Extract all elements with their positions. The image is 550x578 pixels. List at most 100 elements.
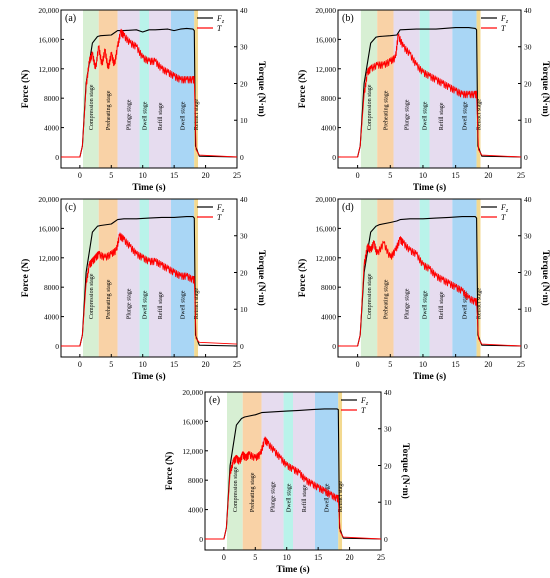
- x-tick-label: 0: [356, 171, 360, 180]
- x-tick-label: 15: [452, 171, 460, 180]
- stage-band: [149, 199, 171, 357]
- x-axis-label: Time (s): [132, 371, 165, 382]
- legend-label-torque: T: [217, 24, 222, 33]
- legend-label-torque: T: [501, 24, 506, 33]
- stage-band: [227, 392, 243, 550]
- x-tick-label: 0: [356, 360, 360, 369]
- legend-label-subscript: z: [505, 19, 509, 25]
- x-tick-label: 15: [452, 360, 460, 369]
- force-line: [338, 216, 522, 347]
- stage-label: Retract stage: [477, 288, 483, 319]
- stage-band: [98, 199, 118, 357]
- stage-band: [393, 199, 420, 357]
- y2-axis-label: Torque (N·m): [400, 443, 411, 499]
- legend-label-subscript: z: [221, 19, 225, 25]
- stage-label: Retract stage: [338, 481, 344, 512]
- y-axis-label: Force (N): [20, 70, 31, 109]
- stage-label: Preheating stage: [106, 279, 112, 319]
- chart-panel-e: Compression stage Preheating stage Plunge …: [164, 388, 411, 575]
- stage-label: Retract stage: [194, 288, 200, 319]
- stage-band: [377, 199, 394, 357]
- legend-label-subscript: z: [221, 208, 225, 214]
- stage-band: [360, 10, 378, 168]
- stage-band: [98, 10, 118, 168]
- y2-tick-label: 30: [384, 425, 392, 434]
- force-line: [61, 216, 238, 347]
- stage-label: Refill stage: [438, 291, 445, 319]
- stage-label: Plunge stage: [127, 99, 133, 130]
- stage-label: Dwell stage: [423, 290, 429, 319]
- y2-tick-label: 30: [524, 43, 532, 52]
- x-tick-label: 5: [388, 171, 392, 180]
- torque-line: [61, 232, 238, 347]
- panel-label: (b): [342, 13, 354, 24]
- stage-label: Preheating stage: [383, 279, 389, 319]
- y2-axis-label: Torque (N·m): [256, 250, 267, 306]
- x-tick-label: 10: [419, 360, 427, 369]
- y-tick-label: 20,000: [182, 388, 203, 397]
- x-tick-label: 20: [202, 171, 210, 180]
- stage-band: [429, 10, 453, 168]
- y-axis-label: Force (N): [297, 259, 308, 298]
- y2-tick-label: 0: [240, 342, 244, 351]
- stage-band: [360, 199, 378, 357]
- legend-label-force: Fz: [360, 396, 369, 407]
- y2-tick-label: 40: [240, 6, 248, 15]
- y-tick-label: 4000: [321, 313, 336, 322]
- stage-band: [261, 392, 284, 550]
- y2-tick-label: 0: [524, 153, 528, 162]
- torque-line: [338, 236, 522, 347]
- x-tick-label: 10: [419, 171, 427, 180]
- legend-label-subscript: z: [505, 208, 509, 214]
- y-tick-label: 8000: [321, 94, 336, 103]
- legend-label-subscript: z: [365, 401, 369, 407]
- legend-label-force: Fz: [216, 203, 225, 214]
- x-tick-label: 20: [484, 171, 492, 180]
- y-tick-label: 4000: [44, 313, 59, 322]
- x-tick-label: 25: [233, 360, 241, 369]
- panel-label: (d): [342, 202, 354, 213]
- x-tick-label: 15: [314, 553, 322, 562]
- stage-band: [194, 10, 199, 168]
- stage-label: Compression stage: [367, 273, 373, 319]
- y-tick-label: 16,000: [315, 224, 336, 233]
- legend-label-force: Fz: [500, 14, 509, 25]
- stage-label: Plunge stage: [271, 481, 277, 512]
- stage-label: Retract stage: [194, 99, 200, 130]
- torque-line: [61, 28, 238, 158]
- y-tick-label: 16,000: [315, 35, 336, 44]
- stage-label: Preheating stage: [106, 90, 112, 130]
- legend-label-force: Fz: [216, 14, 225, 25]
- stage-band: [293, 392, 315, 550]
- y2-tick-label: 10: [240, 305, 248, 314]
- x-tick-label: 5: [109, 360, 113, 369]
- x-tick-label: 25: [517, 171, 525, 180]
- x-tick-label: 10: [283, 553, 291, 562]
- axes-frame: [337, 9, 522, 169]
- x-tick-label: 25: [233, 171, 241, 180]
- stage-band: [83, 10, 99, 168]
- x-tick-label: 0: [222, 553, 226, 562]
- y2-tick-label: 20: [524, 79, 532, 88]
- stage-label: Dwell stage: [181, 101, 187, 130]
- stage-label: Plunge stage: [127, 288, 133, 319]
- x-tick-label: 20: [346, 553, 354, 562]
- x-tick-label: 10: [139, 360, 147, 369]
- y-tick-label: 12,000: [182, 447, 203, 456]
- y-tick-label: 8000: [188, 476, 203, 485]
- y2-tick-label: 10: [524, 305, 532, 314]
- stage-label: Plunge stage: [405, 288, 411, 319]
- y-tick-label: 20,000: [38, 6, 59, 15]
- stage-band: [476, 199, 481, 357]
- stage-label: Dwell stage: [462, 290, 468, 319]
- x-tick-label: 15: [170, 171, 178, 180]
- stage-label: Plunge stage: [405, 99, 411, 130]
- x-tick-label: 20: [202, 360, 210, 369]
- stage-band: [429, 199, 453, 357]
- y-tick-label: 16,000: [182, 417, 203, 426]
- legend-label-force: Fz: [500, 203, 509, 214]
- y-tick-label: 0: [199, 535, 203, 544]
- y-axis-label: Force (N): [297, 70, 308, 109]
- stage-label: Refill stage: [157, 102, 164, 130]
- stage-band: [83, 199, 99, 357]
